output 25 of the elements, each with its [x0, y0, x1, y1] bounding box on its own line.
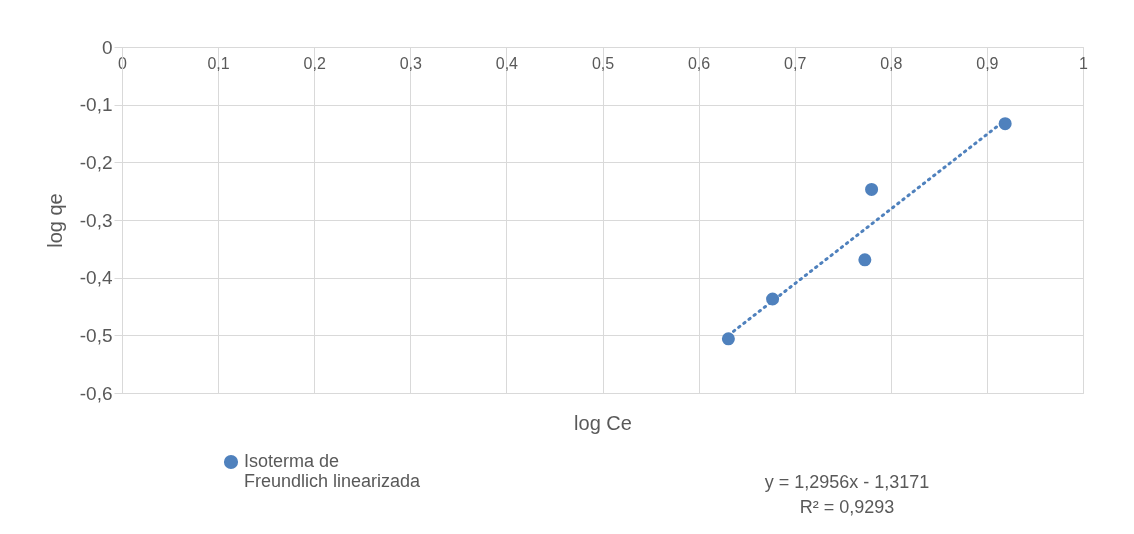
point [865, 182, 879, 196]
x-tick-label: 0,5 [591, 54, 615, 72]
point [998, 117, 1012, 131]
x-axis-title: log Ce [574, 411, 632, 434]
text: y = 1,2956x - 1,3171 [764, 472, 930, 492]
y-axis-title: log qe [43, 193, 66, 248]
point [858, 253, 872, 267]
x-tick-label: 0,9 [976, 54, 999, 72]
x-tick-label: 0,8 [880, 54, 903, 72]
y-tick-label: -0,3 [79, 209, 113, 231]
x-tick-label: 0,1 [207, 54, 230, 72]
y-tick-label: 0 [101, 36, 113, 58]
x-tick-label: 0,6 [687, 54, 711, 72]
legend-label: Isoterma de Freundlich linearizada [244, 451, 422, 491]
x-tick-label: 0,2 [303, 54, 326, 72]
y-tick-label: -0,5 [79, 324, 113, 346]
text: R² = 0,9293 [799, 497, 895, 517]
y-tick-label: -0,6 [79, 382, 113, 404]
y-tick-label: -0,2 [79, 151, 113, 173]
x-tick-label: 0,3 [399, 54, 423, 72]
x-tick-label: 0,4 [495, 54, 519, 72]
y-tick-label: -0,4 [79, 267, 113, 289]
y-tick-label: -0,1 [79, 94, 113, 116]
x-tick-label: 1 [1079, 54, 1089, 72]
x-tick-label: 0,7 [784, 54, 807, 72]
